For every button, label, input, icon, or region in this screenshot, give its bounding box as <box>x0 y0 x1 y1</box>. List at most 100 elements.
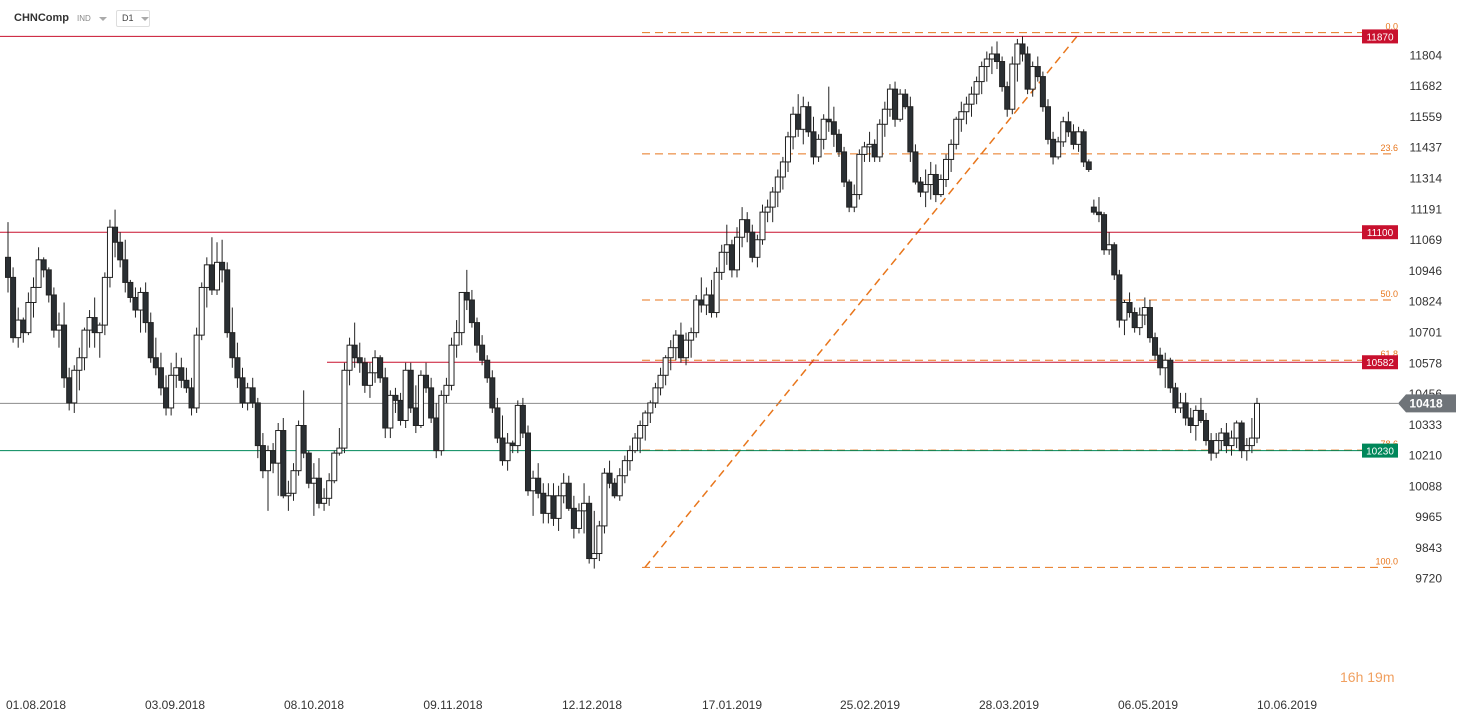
candle <box>346 344 353 371</box>
candle <box>1136 314 1143 329</box>
candle <box>693 299 700 334</box>
candle <box>1090 206 1097 213</box>
candle <box>463 291 470 301</box>
candle <box>948 143 955 160</box>
candle <box>1014 43 1021 65</box>
x-tick-label: 12.12.2018 <box>562 698 622 712</box>
candle <box>163 387 170 409</box>
candle <box>698 299 705 306</box>
candle <box>81 329 88 359</box>
candle <box>1034 66 1041 78</box>
candle <box>795 113 802 130</box>
candle <box>244 387 251 404</box>
candle <box>1065 121 1072 133</box>
candle <box>672 334 679 349</box>
indicator-chevron-down-icon[interactable] <box>99 17 107 21</box>
candle <box>1157 354 1164 369</box>
y-tick-label: 11069 <box>1410 233 1443 247</box>
candle <box>300 425 307 454</box>
level-tag <box>1362 443 1398 458</box>
fib-level-label: 100.0 <box>1375 556 1398 566</box>
candle <box>71 369 78 404</box>
candle <box>10 276 17 339</box>
indicator-dropdown[interactable]: IND <box>77 14 91 23</box>
candle <box>999 61 1006 88</box>
candle <box>851 194 858 208</box>
candle <box>1197 409 1204 421</box>
level-tag-label: 11100 <box>1367 228 1394 239</box>
candle <box>275 430 282 464</box>
candle <box>626 450 633 462</box>
candle <box>570 507 577 529</box>
candle <box>448 344 455 386</box>
candle <box>183 379 190 389</box>
candle <box>494 407 501 439</box>
candle <box>61 324 68 379</box>
candle <box>657 374 664 389</box>
x-tick-label: 06.05.2019 <box>1118 698 1178 712</box>
candle <box>611 482 618 497</box>
candle <box>468 299 475 324</box>
candle <box>382 377 389 429</box>
candle <box>1238 422 1245 452</box>
candle <box>66 377 73 404</box>
level-tag-label: 10230 <box>1366 447 1394 458</box>
candle <box>1141 307 1148 316</box>
candle <box>351 344 358 359</box>
candle <box>35 259 42 288</box>
candle <box>5 256 11 278</box>
candle <box>530 477 537 492</box>
candle <box>310 477 317 484</box>
candle <box>438 394 445 452</box>
candle <box>1203 419 1210 442</box>
candle <box>897 93 904 120</box>
timeframe-label: D1 <box>122 13 134 23</box>
x-tick-label: 08.10.2018 <box>284 698 344 712</box>
candle <box>214 261 221 291</box>
candle <box>575 510 582 529</box>
fib-level-label: 0.0 <box>1385 22 1398 32</box>
candle <box>443 384 450 396</box>
x-tick-label: 28.03.2019 <box>979 698 1039 712</box>
candle <box>224 269 231 334</box>
y-tick-label: 9720 <box>1415 572 1442 586</box>
candle <box>315 477 322 504</box>
candle <box>988 53 995 60</box>
candle <box>474 322 481 346</box>
candle <box>489 377 496 409</box>
candle <box>106 226 113 278</box>
candle <box>581 502 588 512</box>
x-tick-label: 17.01.2019 <box>702 698 762 712</box>
y-tick-label: 11804 <box>1410 49 1443 63</box>
timeframe-dropdown[interactable]: D1 <box>116 10 150 27</box>
candle <box>718 251 725 273</box>
candle <box>259 445 266 472</box>
candle <box>254 402 261 447</box>
candle <box>152 357 159 369</box>
symbol-name[interactable]: CHNComp <box>14 12 69 24</box>
candle <box>1192 409 1199 427</box>
countdown-watermark: 16h 19m <box>1340 669 1394 685</box>
candle <box>1075 131 1082 145</box>
candle <box>331 452 338 482</box>
candle <box>550 495 557 519</box>
candle <box>958 111 965 120</box>
candle <box>927 173 934 186</box>
candle <box>188 387 195 409</box>
candle <box>514 404 521 447</box>
candle <box>458 291 465 334</box>
candle <box>249 387 256 404</box>
level-tag <box>1362 29 1398 44</box>
candle <box>846 181 853 208</box>
fib-trendline <box>644 32 1081 568</box>
candle <box>790 113 797 138</box>
candle <box>412 407 419 427</box>
candle <box>1121 302 1128 321</box>
candle <box>122 259 129 283</box>
y-tick-label: 10946 <box>1409 264 1443 278</box>
candle <box>1243 445 1250 452</box>
candle <box>805 106 812 133</box>
candle <box>662 357 669 376</box>
y-tick-label: 10088 <box>1409 479 1443 493</box>
